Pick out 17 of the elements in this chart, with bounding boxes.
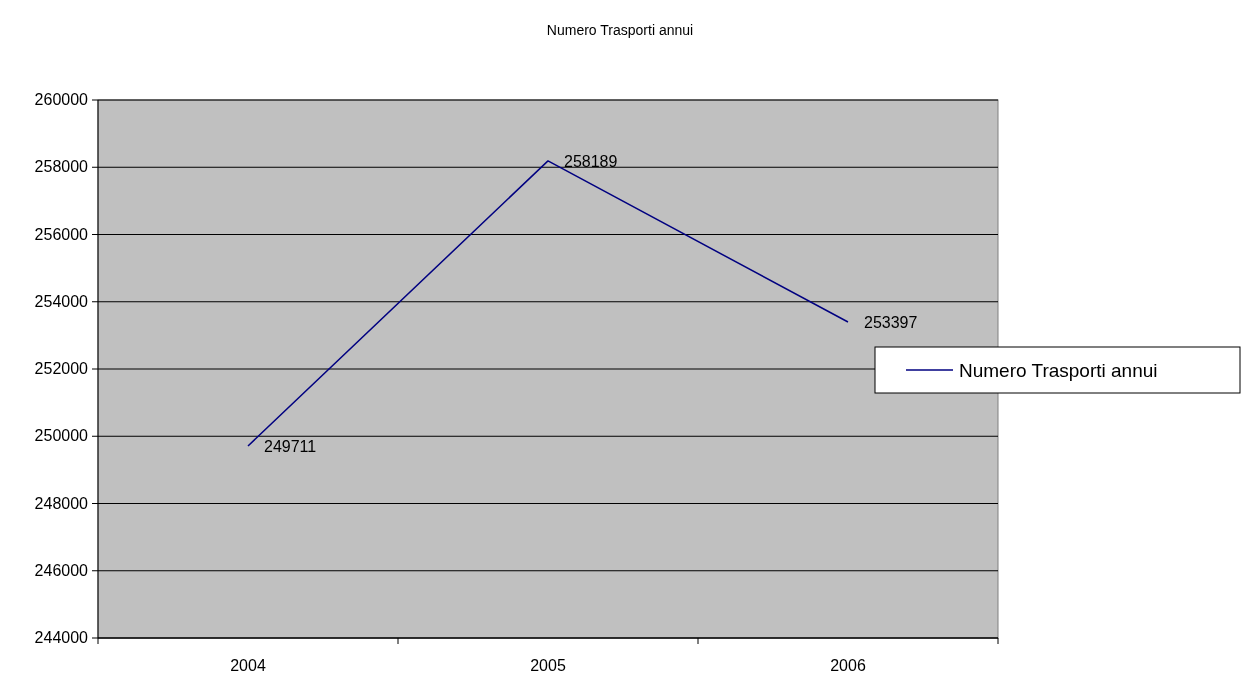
- x-tick-label: 2004: [230, 657, 266, 674]
- x-tick-label: 2005: [530, 657, 566, 674]
- data-label: 249711: [264, 437, 317, 455]
- y-tick-label: 260000: [34, 91, 89, 108]
- data-label: 253397: [864, 314, 918, 332]
- y-tick-label: 248000: [34, 494, 89, 512]
- y-tick-label: 254000: [34, 292, 89, 310]
- y-tick-label: 252000: [34, 360, 89, 377]
- chart-title: Numero Trasporti annui: [546, 22, 694, 38]
- legend-label: Numero Trasporti annui: [959, 360, 1158, 381]
- data-label: 258189: [564, 152, 618, 170]
- x-tick-label: 2006: [830, 657, 866, 674]
- y-tick-label: 258000: [34, 158, 89, 176]
- y-tick-label: 256000: [34, 225, 89, 243]
- y-tick-label: 246000: [34, 561, 89, 579]
- y-tick-label: 244000: [34, 629, 89, 646]
- y-tick-label: 250000: [34, 427, 89, 445]
